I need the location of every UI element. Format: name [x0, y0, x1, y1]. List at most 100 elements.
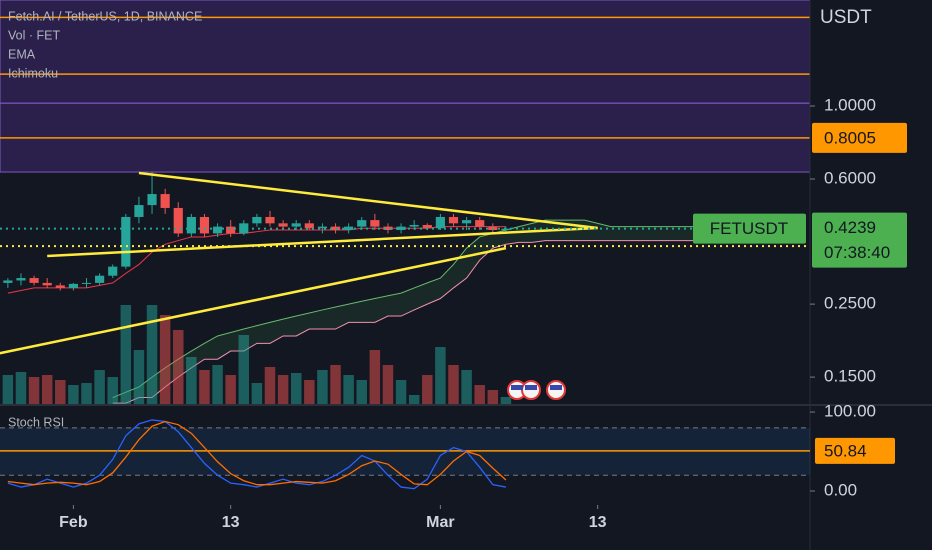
volume-bar	[28, 377, 40, 405]
price-tag	[812, 212, 907, 268]
candle-body	[435, 216, 445, 229]
candle-body	[278, 223, 288, 227]
trendline	[0, 246, 507, 355]
volume-bar	[435, 347, 446, 405]
y-tick-label: 0.1500	[824, 367, 876, 386]
volume-bar	[330, 365, 341, 405]
candle-body	[422, 224, 432, 229]
indicator-label: EMA	[8, 47, 36, 61]
volume-bar	[2, 375, 14, 405]
y-tick-label: 1.0000	[824, 96, 876, 115]
candle-body	[265, 216, 275, 224]
y-tick-label: 100.00	[824, 402, 876, 421]
candle-body	[160, 194, 170, 208]
candle-body	[370, 220, 380, 227]
volume-bar	[395, 380, 407, 405]
trendline	[47, 226, 598, 258]
volume-bar	[382, 365, 394, 405]
volume-bar	[277, 375, 289, 405]
candle-body	[68, 283, 78, 288]
x-tick-label: Feb	[59, 514, 88, 531]
volume-bar	[186, 357, 197, 405]
candle-body	[239, 223, 249, 234]
volume-bar	[461, 370, 472, 405]
chart-title: Fetch.AI / TetherUS, 1D, BINANCE	[8, 9, 202, 23]
candle-body	[173, 207, 183, 234]
y-tick-label: 0.00	[824, 481, 857, 500]
candle-body	[121, 216, 131, 267]
candle-body	[42, 282, 52, 286]
cloud	[112, 220, 755, 404]
countdown-label: 07:38:40	[824, 243, 890, 262]
volume-bar	[15, 372, 27, 405]
volume-bar	[146, 305, 158, 405]
currency-label: USDT	[820, 7, 872, 28]
indicator-label: Vol · FET	[8, 28, 60, 42]
volume-bar	[225, 375, 236, 405]
volume-bar	[487, 390, 499, 405]
y-tick-label: 0.6000	[824, 168, 876, 187]
candle-body	[3, 280, 13, 283]
indicator-line	[7, 226, 506, 294]
volume-bar	[474, 385, 485, 405]
x-tick-label: Mar	[426, 514, 454, 531]
stoch-line	[7, 420, 507, 486]
volume-bar	[55, 380, 66, 405]
candle-body	[252, 216, 262, 224]
candle-body	[212, 226, 223, 234]
y-tick-label: 0.2500	[824, 294, 876, 313]
price-tag	[815, 437, 895, 464]
volume-bar	[422, 375, 433, 405]
price-tag-label: 0.4239	[824, 218, 876, 237]
symbol-tag	[693, 213, 806, 244]
candle-body	[317, 226, 328, 229]
volume-bar	[304, 380, 315, 405]
price-tag	[812, 122, 907, 153]
volume-bar	[199, 370, 210, 405]
event-flags	[507, 380, 566, 400]
volume-bar	[317, 370, 328, 405]
x-tick-label: 13	[589, 514, 607, 531]
symbol-tag-label: FETUSDT	[710, 219, 788, 238]
plot-area	[0, 0, 811, 405]
volume-bar	[41, 375, 53, 405]
volume-bar	[264, 367, 276, 405]
candle-body	[462, 220, 472, 224]
candle-body	[448, 216, 459, 224]
volume-bar	[369, 350, 381, 405]
volume-bar	[120, 305, 132, 405]
volume-bar	[343, 375, 354, 405]
volume-bar	[408, 395, 420, 405]
candle-body	[29, 278, 39, 283]
volume-bar	[173, 330, 184, 405]
candle-body	[147, 194, 157, 206]
indicator-line	[112, 236, 755, 404]
candle-body	[357, 220, 367, 227]
candle-body	[304, 223, 314, 229]
volume-bar	[290, 373, 302, 405]
trendline	[138, 171, 598, 230]
candle-body	[330, 226, 341, 230]
volume-bar	[107, 377, 118, 405]
price-tag-label: 0.8005	[824, 128, 876, 147]
candle-body	[108, 266, 118, 276]
candle-body	[409, 224, 419, 227]
candle-body	[383, 226, 393, 230]
indicator-label: Stoch RSI	[8, 415, 64, 429]
candle-body	[16, 278, 26, 281]
volume-bar	[356, 380, 367, 405]
indicator-line	[112, 219, 755, 399]
candle-body	[291, 223, 301, 227]
volume-bar	[159, 315, 171, 405]
indicator-label: Ichimoku	[8, 66, 58, 80]
volume-bar	[81, 383, 92, 405]
candle-body	[134, 205, 144, 217]
candle-body	[226, 226, 236, 234]
candle-body	[199, 216, 210, 234]
stoch-line	[7, 419, 507, 490]
candle-body	[475, 220, 485, 227]
volume-bar	[500, 397, 512, 405]
volume-bar	[251, 383, 263, 405]
